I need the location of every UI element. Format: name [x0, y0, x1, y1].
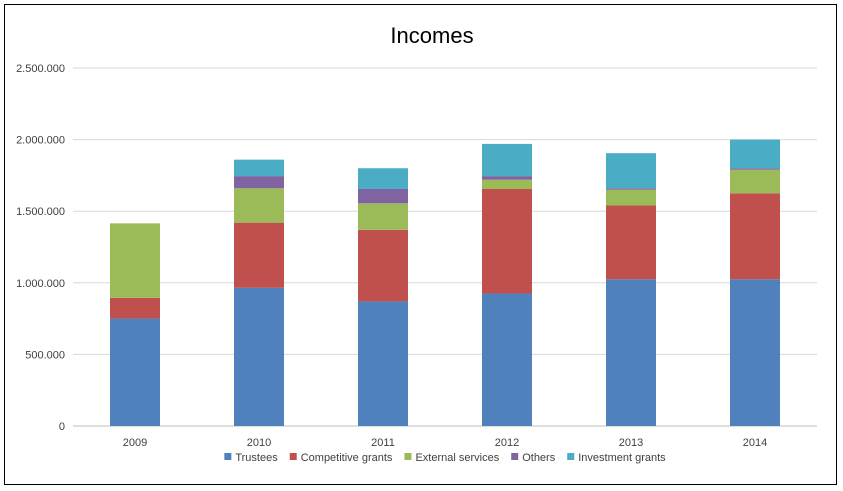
x-tick-label: 2014 [743, 437, 767, 449]
legend: Trustees Competitive grants External servi… [224, 452, 666, 464]
legend-label: Competitive grants [301, 452, 393, 464]
bar-competitive-grants-2010 [234, 222, 284, 288]
legend-swatch [511, 453, 519, 460]
bar-investment-grants-2014 [730, 139, 780, 169]
legend-swatch [567, 453, 575, 460]
legend-item-investment-grants: Investment grants [567, 452, 666, 464]
x-tick-label: 2012 [495, 437, 519, 449]
bar-others-2010 [234, 176, 284, 189]
bar-trustees-2010 [234, 287, 284, 426]
x-tick-label: 2009 [123, 437, 147, 449]
bar-others-2014 [730, 168, 780, 170]
bar-trustees-2013 [606, 279, 656, 426]
bar-competitive-grants-2011 [358, 229, 408, 302]
legend-label: Trustees [235, 452, 278, 464]
x-tick-label: 2010 [247, 437, 271, 449]
bar-external-services-2011 [358, 203, 408, 230]
y-tick-label: 0 [59, 421, 65, 433]
legend-label: Investment grants [578, 452, 666, 464]
bar-competitive-grants-2014 [730, 193, 780, 280]
chart-title: Incomes [390, 23, 473, 48]
y-tick-label: 500.000 [25, 349, 65, 361]
legend-swatch [404, 453, 412, 460]
bar-investment-grants-2013 [606, 153, 656, 189]
y-tick-label: 1.000.000 [16, 278, 65, 290]
incomes-chart: Incomes 0 500.000 1.000.000 1.500.000 2.000.… [16, 23, 817, 464]
x-tick-label: 2011 [371, 437, 395, 449]
legend-label: Others [522, 452, 556, 464]
bar-trustees-2014 [730, 279, 780, 426]
bar-external-services-2012 [482, 179, 532, 190]
bar-external-services-2013 [606, 189, 656, 206]
bar-external-services-2010 [234, 188, 284, 223]
legend-swatch [224, 453, 232, 460]
legend-item-competitive-grants: Competitive grants [289, 452, 393, 464]
bar-external-services-2009 [110, 223, 160, 298]
bars [110, 139, 780, 426]
legend-item-others: Others [511, 452, 556, 464]
bar-competitive-grants-2012 [482, 189, 532, 294]
legend-item-external-services: External services [404, 452, 500, 464]
bar-external-services-2014 [730, 169, 780, 194]
y-tick-label: 2.500.000 [16, 63, 65, 75]
bar-others-2013 [606, 188, 656, 190]
legend-swatch [289, 453, 297, 460]
x-tick-label: 2013 [619, 437, 643, 449]
bar-competitive-grants-2013 [606, 205, 656, 280]
bar-investment-grants-2012 [482, 143, 532, 177]
bar-others-2012 [482, 176, 532, 180]
legend-item-trustees: Trustees [224, 452, 278, 464]
bar-trustees-2009 [110, 318, 160, 426]
bar-trustees-2011 [358, 301, 408, 426]
y-tick-label: 2.000.000 [16, 135, 65, 147]
bar-investment-grants-2010 [234, 159, 284, 177]
bar-others-2011 [358, 189, 408, 204]
y-tick-label: 1.500.000 [16, 206, 65, 218]
gridlines [73, 67, 817, 427]
legend-label: External services [415, 452, 499, 464]
y-axis-ticks: 0 500.000 1.000.000 1.500.000 2.000.000 2.500… [16, 63, 65, 433]
bar-trustees-2012 [482, 293, 532, 426]
bar-investment-grants-2011 [358, 168, 408, 190]
chart-frame: Incomes 0 500.000 1.000.000 1.500.000 2.000.… [4, 4, 837, 485]
x-axis-ticks: 2009 2010 2011 2012 2013 2014 [123, 437, 767, 449]
bar-competitive-grants-2009 [110, 297, 160, 319]
